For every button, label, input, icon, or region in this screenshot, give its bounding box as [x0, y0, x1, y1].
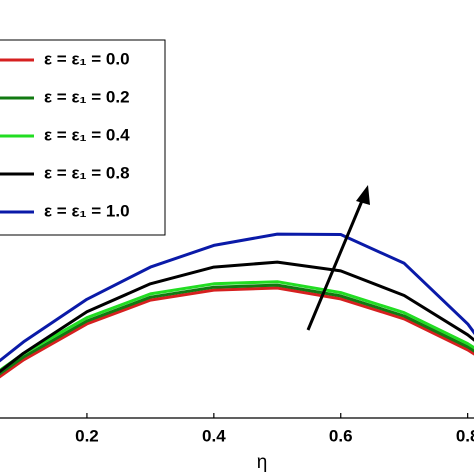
series-line — [0, 286, 474, 379]
x-tick-label: 0.6 — [329, 426, 353, 445]
arrow-head — [356, 185, 370, 205]
legend: ε = ε₁ = 0.0 ε = ε₁ = 0.2 ε = ε₁ = 0.4 ε = … — [0, 39, 166, 236]
legend-label: ε = ε₁ = 0.0 — [44, 49, 130, 68]
series-line — [0, 283, 474, 376]
trend-arrow — [306, 185, 370, 331]
plot-area — [0, 232, 474, 379]
series-line — [0, 260, 474, 374]
x-tick-label: 0.4 — [202, 426, 226, 445]
x-axis-label: η — [257, 452, 268, 473]
x-tick-label: 0.2 — [75, 426, 99, 445]
series-line — [0, 232, 474, 363]
legend-label: ε = ε₁ = 0.4 — [44, 125, 130, 144]
x-tick-label: 0.8 — [456, 426, 474, 445]
arrow-shaft — [306, 195, 366, 331]
series-line — [0, 280, 474, 373]
legend-label: ε = ε₁ = 1.0 — [44, 201, 130, 220]
legend-label: ε = ε₁ = 0.8 — [44, 163, 130, 182]
legend-label: ε = ε₁ = 0.2 — [44, 87, 130, 106]
